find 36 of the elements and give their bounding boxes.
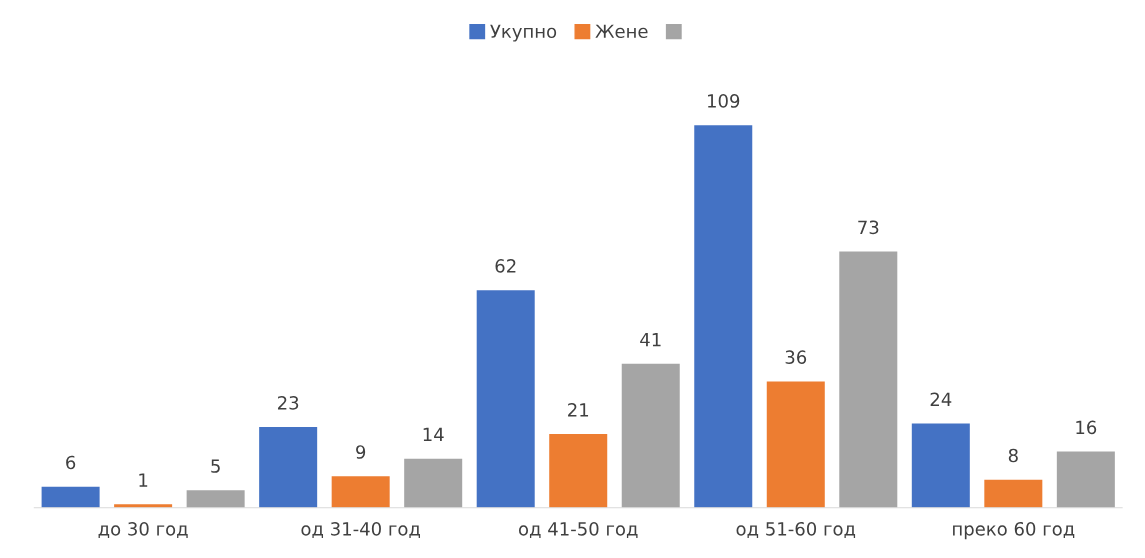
bar [186, 490, 245, 508]
data-label: 5 [211, 459, 220, 473]
bar [621, 363, 680, 508]
x-tick-label: од 41-50 год [518, 521, 638, 538]
data-label: 1 [139, 473, 148, 487]
data-label: 24 [930, 392, 952, 406]
bar [549, 434, 608, 508]
bar [331, 476, 390, 508]
bar [41, 486, 100, 508]
data-label: 73 [858, 220, 879, 235]
data-label: 16 [1076, 420, 1097, 435]
data-label: 21 [568, 403, 589, 417]
data-label: 23 [277, 396, 299, 410]
bar [766, 381, 825, 508]
bar [839, 251, 898, 508]
bar [476, 290, 535, 508]
data-label: 62 [495, 259, 516, 273]
bar [259, 427, 318, 508]
data-label: 109 [708, 94, 740, 108]
data-label: 36 [785, 350, 807, 365]
bar [694, 125, 753, 508]
bar [1056, 451, 1115, 508]
bar [984, 479, 1043, 508]
data-label: 14 [423, 427, 444, 441]
data-label: 9 [356, 445, 366, 459]
bar [911, 423, 970, 508]
x-tick-label: од 51-60 год [736, 521, 856, 538]
data-label: 6 [66, 455, 76, 470]
data-label: 41 [640, 333, 661, 347]
legend-label: Укупно [490, 24, 557, 42]
bar [404, 458, 463, 508]
data-label: 8 [1008, 448, 1018, 463]
x-tick-label: до 30 год [98, 521, 188, 538]
legend-label: Жене [595, 24, 648, 39]
x-tick-label: преко 60 год [953, 521, 1075, 540]
x-tick-label: од 31-40 год [301, 521, 420, 538]
